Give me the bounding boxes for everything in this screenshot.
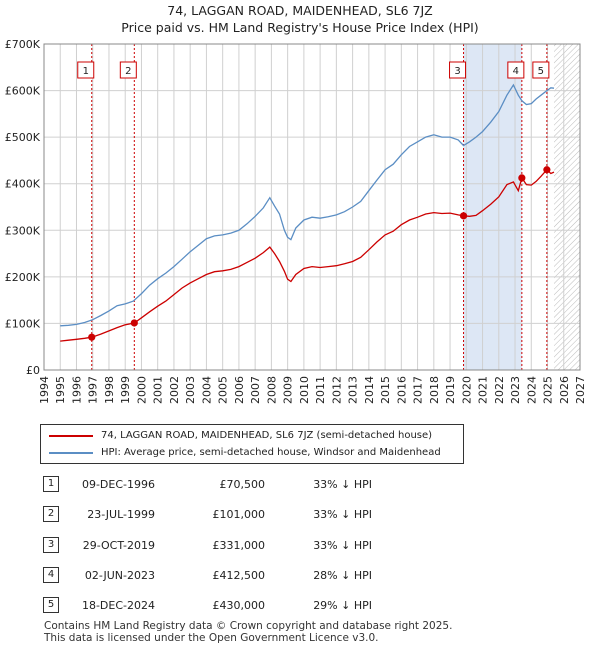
series-line — [60, 83, 555, 327]
footer-copyright: Contains HM Land Registry data © Crown c… — [44, 620, 453, 632]
sale-point — [88, 333, 96, 341]
x-tick-label: 2006 — [233, 376, 246, 404]
x-tick-label: 2019 — [444, 376, 457, 404]
series-line — [60, 168, 555, 342]
x-tick-label: 1997 — [87, 376, 100, 404]
x-tick-label: 2022 — [493, 376, 506, 404]
transaction-date: 23-JUL-1999 — [87, 508, 155, 521]
transaction-hpi-diff: 33% ↓ HPI — [313, 508, 372, 521]
y-tick-label: £500K — [5, 131, 41, 144]
transaction-price: £412,500 — [212, 569, 266, 582]
x-tick-label: 2002 — [168, 376, 181, 404]
shaded-period — [463, 44, 522, 370]
sale-label: 3 — [454, 66, 460, 77]
sale-point — [543, 166, 551, 174]
transaction-row: 2 23-JUL-1999 £101,000 33% ↓ HPI — [0, 506, 600, 524]
transaction-hpi-diff: 33% ↓ HPI — [313, 539, 372, 552]
transaction-price: £70,500 — [219, 478, 266, 491]
legend-label-hpi: HPI: Average price, semi-detached house,… — [101, 447, 441, 458]
x-tick-label: 1998 — [103, 376, 116, 404]
x-tick-label: 2018 — [428, 376, 441, 404]
transaction-hpi-diff: 28% ↓ HPI — [313, 569, 372, 582]
sale-label: 1 — [83, 66, 89, 77]
chart-subtitle: Price paid vs. HM Land Registry's House … — [121, 20, 479, 35]
x-tick-label: 2010 — [298, 376, 311, 404]
x-tick-label: 2001 — [152, 376, 165, 404]
x-tick-label: 2007 — [249, 376, 262, 404]
x-tick-label: 2000 — [135, 376, 148, 404]
y-tick-label: £400K — [5, 178, 41, 191]
x-tick-label: 1996 — [70, 376, 83, 404]
chart-legend: 74, LAGGAN ROAD, MAIDENHEAD, SL6 7JZ (se… — [40, 424, 464, 464]
transaction-row: 3 29-OCT-2019 £331,000 33% ↓ HPI — [0, 537, 600, 555]
x-tick-label: 2003 — [184, 376, 197, 404]
sale-point — [518, 174, 526, 182]
sale-label-box — [119, 61, 137, 79]
x-tick-label: 2027 — [574, 376, 587, 404]
y-tick-label: £100K — [5, 317, 41, 330]
x-tick-label: 2008 — [265, 376, 278, 404]
legend-swatch-hpi — [49, 452, 93, 454]
transaction-row: 4 02-JUN-2023 £412,500 28% ↓ HPI — [0, 567, 600, 585]
x-tick-label: 2026 — [558, 376, 571, 404]
transaction-price: £101,000 — [212, 508, 266, 521]
y-tick-label: £200K — [5, 271, 41, 284]
transaction-row: 5 18-DEC-2024 £430,000 29% ↓ HPI — [0, 597, 600, 615]
x-tick-label: 2009 — [282, 376, 295, 404]
transaction-price: £331,000 — [212, 539, 266, 552]
transaction-date: 29-OCT-2019 — [82, 539, 155, 552]
transaction-date: 09-DEC-1996 — [81, 478, 155, 491]
transaction-number: 4 — [43, 567, 59, 583]
sale-label: 4 — [513, 66, 519, 77]
sale-label-box — [507, 61, 525, 79]
sale-label: 5 — [538, 66, 544, 77]
sale-label: 2 — [125, 66, 131, 77]
transaction-price: £430,000 — [212, 599, 266, 612]
transaction-number: 2 — [43, 506, 59, 522]
x-tick-label: 1994 — [38, 376, 51, 404]
transaction-date: 02-JUN-2023 — [84, 569, 155, 582]
sale-point — [459, 212, 468, 220]
x-tick-label: 2016 — [395, 376, 408, 404]
y-tick-label: £600K — [5, 85, 41, 98]
transaction-hpi-diff: 33% ↓ HPI — [313, 478, 372, 491]
sale-point — [130, 319, 138, 327]
plot-frame — [43, 43, 581, 371]
x-tick-label: 2011 — [314, 376, 327, 404]
x-tick-label: 2015 — [379, 376, 392, 404]
transaction-row: 1 09-DEC-1996 £70,500 33% ↓ HPI — [0, 476, 600, 494]
future-region — [554, 44, 580, 370]
chart-title: 74, LAGGAN ROAD, MAIDENHEAD, SL6 7JZ — [167, 3, 433, 18]
transaction-number: 3 — [43, 537, 59, 553]
legend-label-property: 74, LAGGAN ROAD, MAIDENHEAD, SL6 7JZ (se… — [101, 430, 433, 441]
transaction-hpi-diff: 29% ↓ HPI — [313, 599, 372, 612]
transaction-date: 18-DEC-2024 — [81, 599, 155, 612]
x-tick-label: 2020 — [460, 376, 473, 404]
transaction-number: 1 — [43, 476, 59, 492]
price-chart: 1 2 3 4 5 £0 £100K £200K £300K £400K £500K £600K £70… — [5, 38, 587, 404]
x-tick-label: 2017 — [412, 376, 425, 404]
x-tick-label: 1995 — [54, 376, 67, 404]
x-tick-label: 2025 — [542, 376, 555, 404]
x-tick-label: 2012 — [330, 376, 343, 404]
sale-label-box — [449, 61, 467, 79]
footer-license: This data is licensed under the Open Gov… — [44, 632, 379, 644]
legend-swatch-property — [49, 435, 93, 437]
sale-label-box — [77, 61, 95, 79]
x-tick-label: 2023 — [509, 376, 522, 404]
x-tick-label: 2014 — [363, 376, 376, 404]
transaction-number: 5 — [43, 597, 59, 613]
x-tick-label: 2021 — [477, 376, 490, 404]
sale-label-box — [532, 61, 550, 79]
y-tick-label: £300K — [5, 224, 41, 237]
y-tick-label: £0 — [26, 364, 40, 377]
x-tick-label: 2005 — [217, 376, 230, 404]
x-tick-label: 2004 — [200, 376, 213, 404]
x-tick-label: 2013 — [347, 376, 360, 404]
x-tick-label: 2024 — [525, 376, 538, 404]
y-tick-label: £700K — [5, 38, 41, 51]
x-tick-label: 1999 — [119, 376, 132, 404]
